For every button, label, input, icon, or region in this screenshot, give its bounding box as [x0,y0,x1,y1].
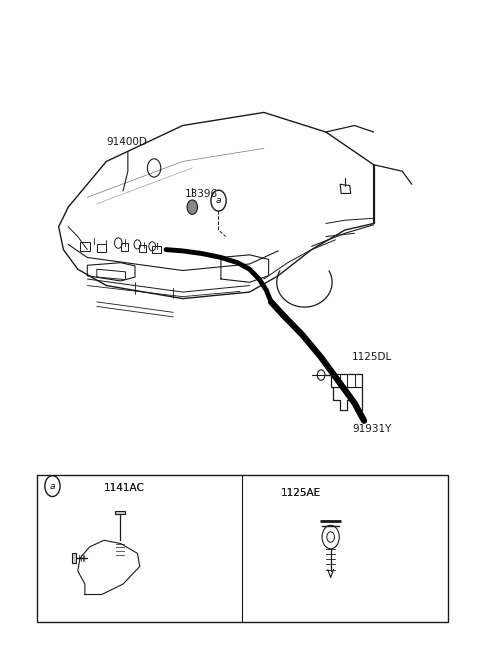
Bar [115,511,124,514]
Text: 1141AC: 1141AC [104,483,145,493]
Bar [97,245,106,252]
Text: 1125AE: 1125AE [281,487,321,498]
Text: a: a [216,196,221,205]
Bar [72,553,76,563]
Bar [139,245,146,251]
Text: 91931Y: 91931Y [352,424,392,434]
Text: 91400D: 91400D [107,137,147,147]
Bar [37,475,447,622]
Text: 1125AE: 1125AE [281,487,321,498]
Bar [152,246,161,253]
Bar [80,242,90,251]
Text: a: a [50,482,55,491]
Text: 1125DL: 1125DL [352,352,392,362]
Text: 13396: 13396 [185,189,218,199]
Circle shape [187,200,198,215]
Text: 1141AC: 1141AC [104,483,145,493]
Bar [120,243,128,251]
